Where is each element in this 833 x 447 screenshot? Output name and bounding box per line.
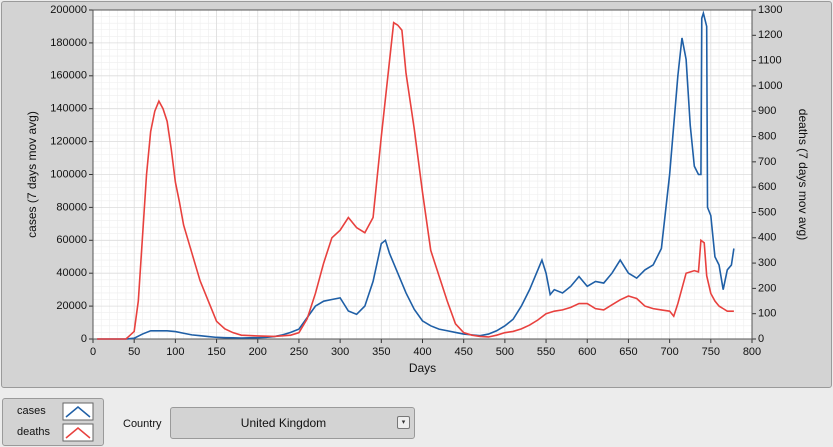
legend-label: deaths (17, 426, 51, 438)
country-label: Country (123, 418, 162, 430)
x-tick-label: 300 (331, 346, 349, 358)
y2-tick-label: 900 (758, 105, 776, 117)
y-tick-label: 80000 (56, 201, 87, 213)
y-tick-label: 0 (81, 333, 87, 345)
y-tick-label: 160000 (50, 70, 87, 82)
y-axis-label: cases (7 days mov avg) (25, 111, 39, 238)
y2-tick-label: 400 (758, 232, 776, 244)
y-tick-label: 100000 (50, 168, 87, 180)
x-tick-label: 550 (537, 346, 555, 358)
x-tick-label: 150 (207, 346, 225, 358)
x-tick-label: 350 (372, 346, 390, 358)
y2-tick-label: 1200 (758, 29, 782, 41)
legend-icons (62, 402, 94, 442)
legend-icon (65, 406, 91, 418)
x-tick-label: 0 (90, 346, 96, 358)
plot-frame (92, 9, 753, 340)
x-axis-label: Days (409, 361, 436, 375)
y2-tick-label: 100 (758, 308, 776, 320)
x-tick-label: 450 (455, 346, 473, 358)
y-tick-label: 120000 (50, 136, 87, 148)
y2-tick-label: 300 (758, 257, 776, 269)
y2-tick-label: 500 (758, 206, 776, 218)
y-tick-label: 20000 (56, 300, 87, 312)
x-tick-label: 50 (128, 346, 140, 358)
x-tick-label: 600 (578, 346, 596, 358)
y2-tick-label: 600 (758, 181, 776, 193)
y2-axis-label: deaths (7 days mov avg) (796, 109, 810, 240)
x-tick-label: 750 (702, 346, 720, 358)
dropdown-value: United Kingdom (240, 416, 327, 430)
x-tick-label: 700 (660, 346, 678, 358)
y2-tick-label: 800 (758, 130, 776, 142)
legend: cases deaths (2, 398, 104, 446)
legend-label: cases (17, 405, 46, 417)
series-line (97, 21, 734, 340)
x-tick-label: 650 (619, 346, 637, 358)
y2-tick-label: 0 (758, 333, 764, 345)
y2-tick-label: 1100 (758, 55, 782, 67)
y2-tick-label: 200 (758, 282, 776, 294)
y-tick-label: 60000 (56, 234, 87, 246)
legend-icon-box (62, 423, 94, 442)
x-tick-label: 200 (249, 346, 267, 358)
dropdown-arrow[interactable]: ▾ (397, 416, 410, 429)
y2-tick-label: 1000 (758, 80, 782, 92)
x-tick-label: 800 (743, 346, 761, 358)
y2-tick-label: 700 (758, 156, 776, 168)
country-dropdown[interactable]: United Kingdom ▾ (170, 407, 415, 439)
y-tick-label: 140000 (50, 103, 87, 115)
x-tick-label: 500 (496, 346, 514, 358)
x-tick-label: 400 (413, 346, 431, 358)
y-tick-label: 40000 (56, 267, 87, 279)
x-tick-label: 250 (290, 346, 308, 358)
legend-icon (65, 427, 91, 439)
x-tick-label: 100 (166, 346, 184, 358)
y2-tick-label: 1300 (758, 4, 782, 16)
y-tick-label: 200000 (50, 4, 87, 16)
chart: 0 50 100 150 200 250 300 350 400 450 500 550 600 650 7… (25, 4, 810, 375)
y-tick-label: 180000 (50, 37, 87, 49)
legend-icon-box (62, 402, 94, 421)
